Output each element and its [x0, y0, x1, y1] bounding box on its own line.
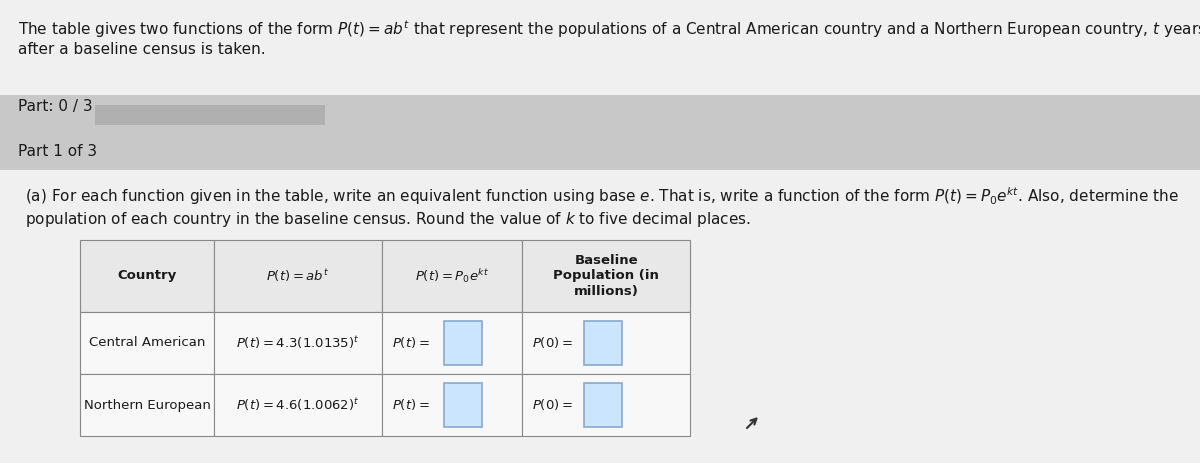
Bar	[584, 383, 623, 427]
Bar	[80, 240, 214, 312]
Bar	[382, 374, 522, 436]
Text: $P(t)=4.6(1.0062)^t$: $P(t)=4.6(1.0062)^t$	[236, 397, 360, 413]
Bar	[80, 374, 214, 436]
Bar	[214, 312, 382, 374]
Text: $P(t)=P_0e^{kt}$: $P(t)=P_0e^{kt}$	[415, 267, 490, 285]
Bar	[214, 374, 382, 436]
Bar	[0, 170, 1200, 463]
Text: Baseline
Population (in
millions): Baseline Population (in millions)	[553, 255, 659, 298]
Bar	[522, 374, 690, 436]
Text: Part: 0 / 3: Part: 0 / 3	[18, 100, 92, 114]
Text: Northern European: Northern European	[84, 399, 210, 412]
Text: after a baseline census is taken.: after a baseline census is taken.	[18, 42, 265, 57]
Text: $P(t)=$: $P(t)=$	[392, 336, 430, 350]
Bar	[382, 240, 522, 312]
Text: The table gives two functions of the form $P(t)=ab^t$ that represent the populat: The table gives two functions of the for…	[18, 18, 1200, 40]
Text: $P(0)=$: $P(0)=$	[533, 398, 574, 413]
Bar	[444, 383, 482, 427]
Text: Part 1 of 3: Part 1 of 3	[18, 144, 97, 159]
Bar	[214, 240, 382, 312]
Text: population of each country in the baseline census. Round the value of $k$ to fiv: population of each country in the baseli…	[25, 210, 751, 229]
Bar	[0, 133, 1200, 171]
Text: $P(0)=$: $P(0)=$	[533, 336, 574, 350]
Bar	[0, 95, 1200, 133]
Bar	[95, 105, 325, 125]
Text: $P(t)=$: $P(t)=$	[392, 398, 430, 413]
Bar	[522, 312, 690, 374]
Bar	[522, 240, 690, 312]
Bar	[382, 312, 522, 374]
Bar	[444, 321, 482, 365]
Text: $P(t)=ab^t$: $P(t)=ab^t$	[266, 268, 330, 284]
Bar	[584, 321, 623, 365]
Bar	[0, 0, 1200, 95]
Text: (a) For each function given in the table, write an equivalent function using bas: (a) For each function given in the table…	[25, 185, 1178, 206]
Text: Country: Country	[118, 269, 176, 282]
Text: Central American: Central American	[89, 337, 205, 350]
Text: $P(t)=4.3(1.0135)^t$: $P(t)=4.3(1.0135)^t$	[236, 335, 360, 351]
Bar	[80, 312, 214, 374]
